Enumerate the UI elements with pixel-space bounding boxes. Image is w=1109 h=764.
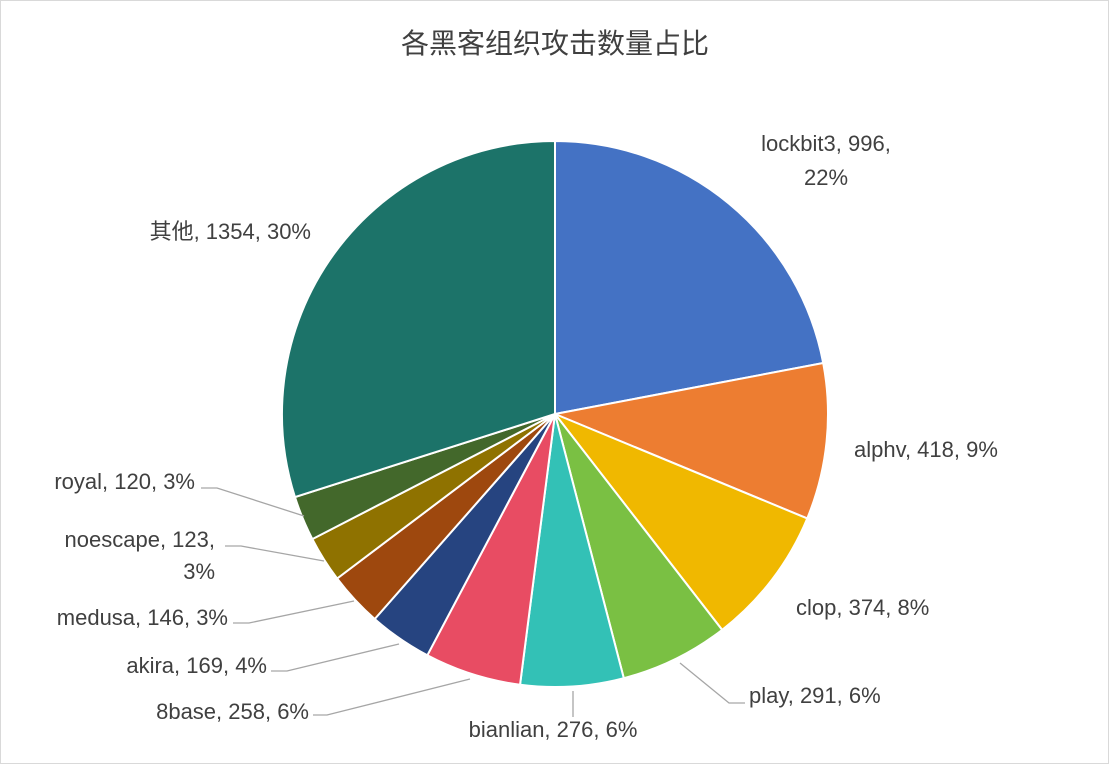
data-label-medusa: medusa, 146, 3% bbox=[57, 605, 228, 630]
leader-line-medusa bbox=[233, 600, 355, 624]
leader-lines bbox=[201, 487, 745, 717]
chart-title: 各黑客组织攻击数量占比 bbox=[401, 27, 709, 60]
data-label-bianlian: bianlian, 276, 6% bbox=[469, 717, 638, 742]
data-label-line: play, 291, 6% bbox=[749, 683, 881, 708]
leader-line-noescape bbox=[225, 545, 325, 562]
data-label-noescape: noescape, 123, 3% bbox=[65, 527, 215, 584]
leader-line-akira bbox=[271, 643, 400, 672]
data-label-clop: clop, 374, 8% bbox=[796, 595, 929, 620]
data-label-line: royal, 120, 3% bbox=[54, 469, 195, 494]
data-label-line: lockbit3, 996, bbox=[761, 131, 891, 156]
data-label-line: noescape, 123, bbox=[65, 527, 215, 552]
leader-line-royal bbox=[201, 487, 305, 517]
data-label-line: bianlian, 276, 6% bbox=[469, 717, 638, 742]
data-label-royal: royal, 120, 3% bbox=[54, 469, 195, 494]
pie-slice-clop bbox=[551, 411, 809, 632]
data-label-line: medusa, 146, 3% bbox=[57, 605, 228, 630]
data-label-play: play, 291, 6% bbox=[749, 683, 881, 708]
leader-line-play bbox=[679, 662, 745, 704]
data-label-line: 其他, 1354, 30% bbox=[150, 219, 311, 244]
leader-line-8base bbox=[313, 678, 471, 716]
data-label-lockbit3: lockbit3, 996, 22% bbox=[761, 131, 891, 190]
pie-slice-其他 bbox=[281, 139, 556, 499]
data-label-其他: 其他, 1354, 30% bbox=[150, 219, 311, 244]
data-label-line: akira, 169, 4% bbox=[126, 653, 267, 678]
data-label-line: clop, 374, 8% bbox=[796, 595, 929, 620]
data-label-line: 3% bbox=[183, 559, 215, 584]
data-label-line: alphv, 418, 9% bbox=[854, 437, 998, 462]
data-label-8base: 8base, 258, 6% bbox=[156, 699, 309, 724]
pie-slice-lockbit3 bbox=[554, 139, 825, 416]
data-label-alphv: alphv, 418, 9% bbox=[854, 437, 998, 462]
data-label-line: 8base, 258, 6% bbox=[156, 699, 309, 724]
data-labels: lockbit3, 996, 22% alphv, 418, 9% clop, 374… bbox=[54, 131, 998, 742]
pie-slices bbox=[281, 139, 829, 688]
pie-slice-alphv bbox=[551, 361, 829, 520]
pie-slice-play bbox=[554, 413, 724, 680]
data-label-akira: akira, 169, 4% bbox=[126, 653, 267, 678]
data-label-line: 22% bbox=[804, 165, 848, 190]
